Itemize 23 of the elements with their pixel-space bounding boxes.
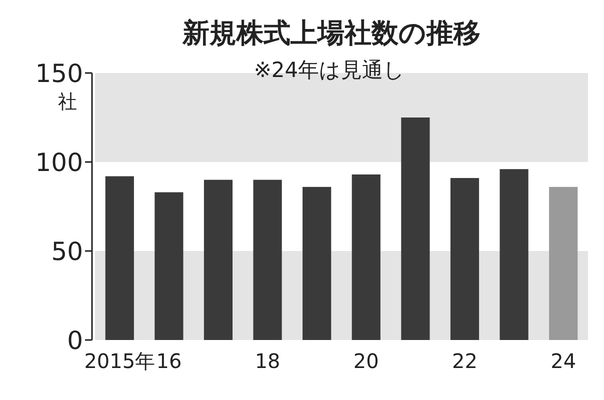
bar <box>154 192 184 340</box>
x-tick-label: 20 <box>353 349 379 373</box>
bar <box>105 176 134 340</box>
bar <box>549 186 578 340</box>
bar <box>500 169 528 340</box>
x-tick-label: 16 <box>156 349 182 373</box>
x-tick-label: 24 <box>550 349 576 373</box>
x-tick-label: 2015年 <box>84 349 156 373</box>
bar <box>204 180 233 340</box>
y-tick-label: 0 <box>67 326 83 355</box>
bar <box>352 174 380 340</box>
y-tick-label: 100 <box>35 148 83 177</box>
y-tick-label: 150 <box>35 59 83 88</box>
chart-title: 新規株式上場社数の推移 <box>182 18 480 49</box>
y-tick-label: 50 <box>51 237 83 266</box>
bar <box>253 180 282 340</box>
bar <box>401 118 430 340</box>
chart-subtitle: ※24年は見通し <box>254 58 406 82</box>
bar <box>450 178 480 340</box>
bar <box>302 186 332 340</box>
y-axis-title: 社 <box>58 91 77 113</box>
x-tick-label: 22 <box>452 349 478 373</box>
x-tick-label: 18 <box>254 349 280 373</box>
